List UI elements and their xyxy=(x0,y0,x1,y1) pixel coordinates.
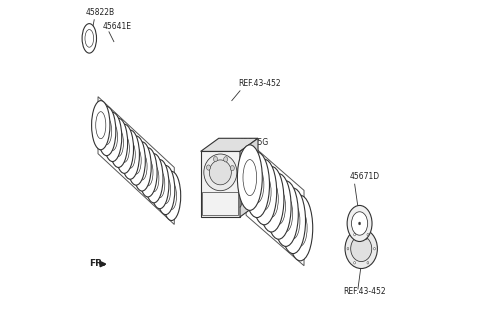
Ellipse shape xyxy=(373,247,375,250)
Ellipse shape xyxy=(274,181,298,246)
Ellipse shape xyxy=(279,196,293,232)
Ellipse shape xyxy=(214,157,217,162)
Ellipse shape xyxy=(230,165,234,171)
Ellipse shape xyxy=(206,165,210,170)
Polygon shape xyxy=(201,151,240,217)
Ellipse shape xyxy=(204,154,237,191)
Ellipse shape xyxy=(97,107,116,156)
Ellipse shape xyxy=(144,154,163,203)
Ellipse shape xyxy=(120,135,130,162)
Ellipse shape xyxy=(266,174,291,239)
Ellipse shape xyxy=(156,165,175,215)
Polygon shape xyxy=(100,262,106,267)
Text: REF.43-452: REF.43-452 xyxy=(343,287,386,296)
Ellipse shape xyxy=(131,147,141,174)
Ellipse shape xyxy=(92,101,110,150)
Ellipse shape xyxy=(354,233,356,236)
Ellipse shape xyxy=(143,159,153,186)
Ellipse shape xyxy=(281,188,306,254)
Ellipse shape xyxy=(288,195,313,261)
Ellipse shape xyxy=(133,142,151,191)
Ellipse shape xyxy=(103,113,122,162)
Ellipse shape xyxy=(367,262,369,264)
Ellipse shape xyxy=(115,124,133,173)
Ellipse shape xyxy=(139,148,157,197)
Ellipse shape xyxy=(293,210,307,246)
Ellipse shape xyxy=(113,129,123,156)
Ellipse shape xyxy=(224,157,228,162)
Ellipse shape xyxy=(102,117,112,145)
Text: 45822B: 45822B xyxy=(86,9,115,17)
Ellipse shape xyxy=(127,136,145,185)
Ellipse shape xyxy=(257,174,271,210)
Ellipse shape xyxy=(351,236,372,262)
Text: 45671D: 45671D xyxy=(350,172,380,181)
Ellipse shape xyxy=(209,160,231,185)
Ellipse shape xyxy=(250,167,264,203)
Polygon shape xyxy=(240,138,258,217)
Ellipse shape xyxy=(359,222,360,225)
Polygon shape xyxy=(353,239,368,240)
Ellipse shape xyxy=(167,183,177,210)
Ellipse shape xyxy=(96,112,106,139)
Ellipse shape xyxy=(108,123,118,150)
Ellipse shape xyxy=(259,166,284,232)
Ellipse shape xyxy=(161,177,171,204)
Ellipse shape xyxy=(162,171,180,220)
Ellipse shape xyxy=(85,30,94,47)
Ellipse shape xyxy=(351,212,368,235)
Ellipse shape xyxy=(137,153,147,180)
Ellipse shape xyxy=(347,205,372,241)
Text: FR.: FR. xyxy=(89,259,105,268)
Ellipse shape xyxy=(367,233,369,236)
Ellipse shape xyxy=(82,24,96,53)
Ellipse shape xyxy=(238,145,262,210)
Ellipse shape xyxy=(155,171,165,198)
Ellipse shape xyxy=(264,181,278,217)
Ellipse shape xyxy=(245,152,269,217)
Ellipse shape xyxy=(243,160,257,196)
Ellipse shape xyxy=(354,262,356,264)
Ellipse shape xyxy=(252,159,276,225)
Polygon shape xyxy=(201,138,258,151)
Ellipse shape xyxy=(272,189,286,224)
Ellipse shape xyxy=(345,229,377,268)
Ellipse shape xyxy=(125,141,135,168)
Text: 45665G: 45665G xyxy=(239,138,269,147)
Ellipse shape xyxy=(109,118,128,167)
Text: REF.43-452: REF.43-452 xyxy=(239,79,281,88)
Ellipse shape xyxy=(347,247,349,250)
Ellipse shape xyxy=(149,165,159,192)
Text: 45641E: 45641E xyxy=(103,21,132,31)
Ellipse shape xyxy=(121,130,139,179)
Ellipse shape xyxy=(151,160,169,209)
Ellipse shape xyxy=(286,203,300,239)
